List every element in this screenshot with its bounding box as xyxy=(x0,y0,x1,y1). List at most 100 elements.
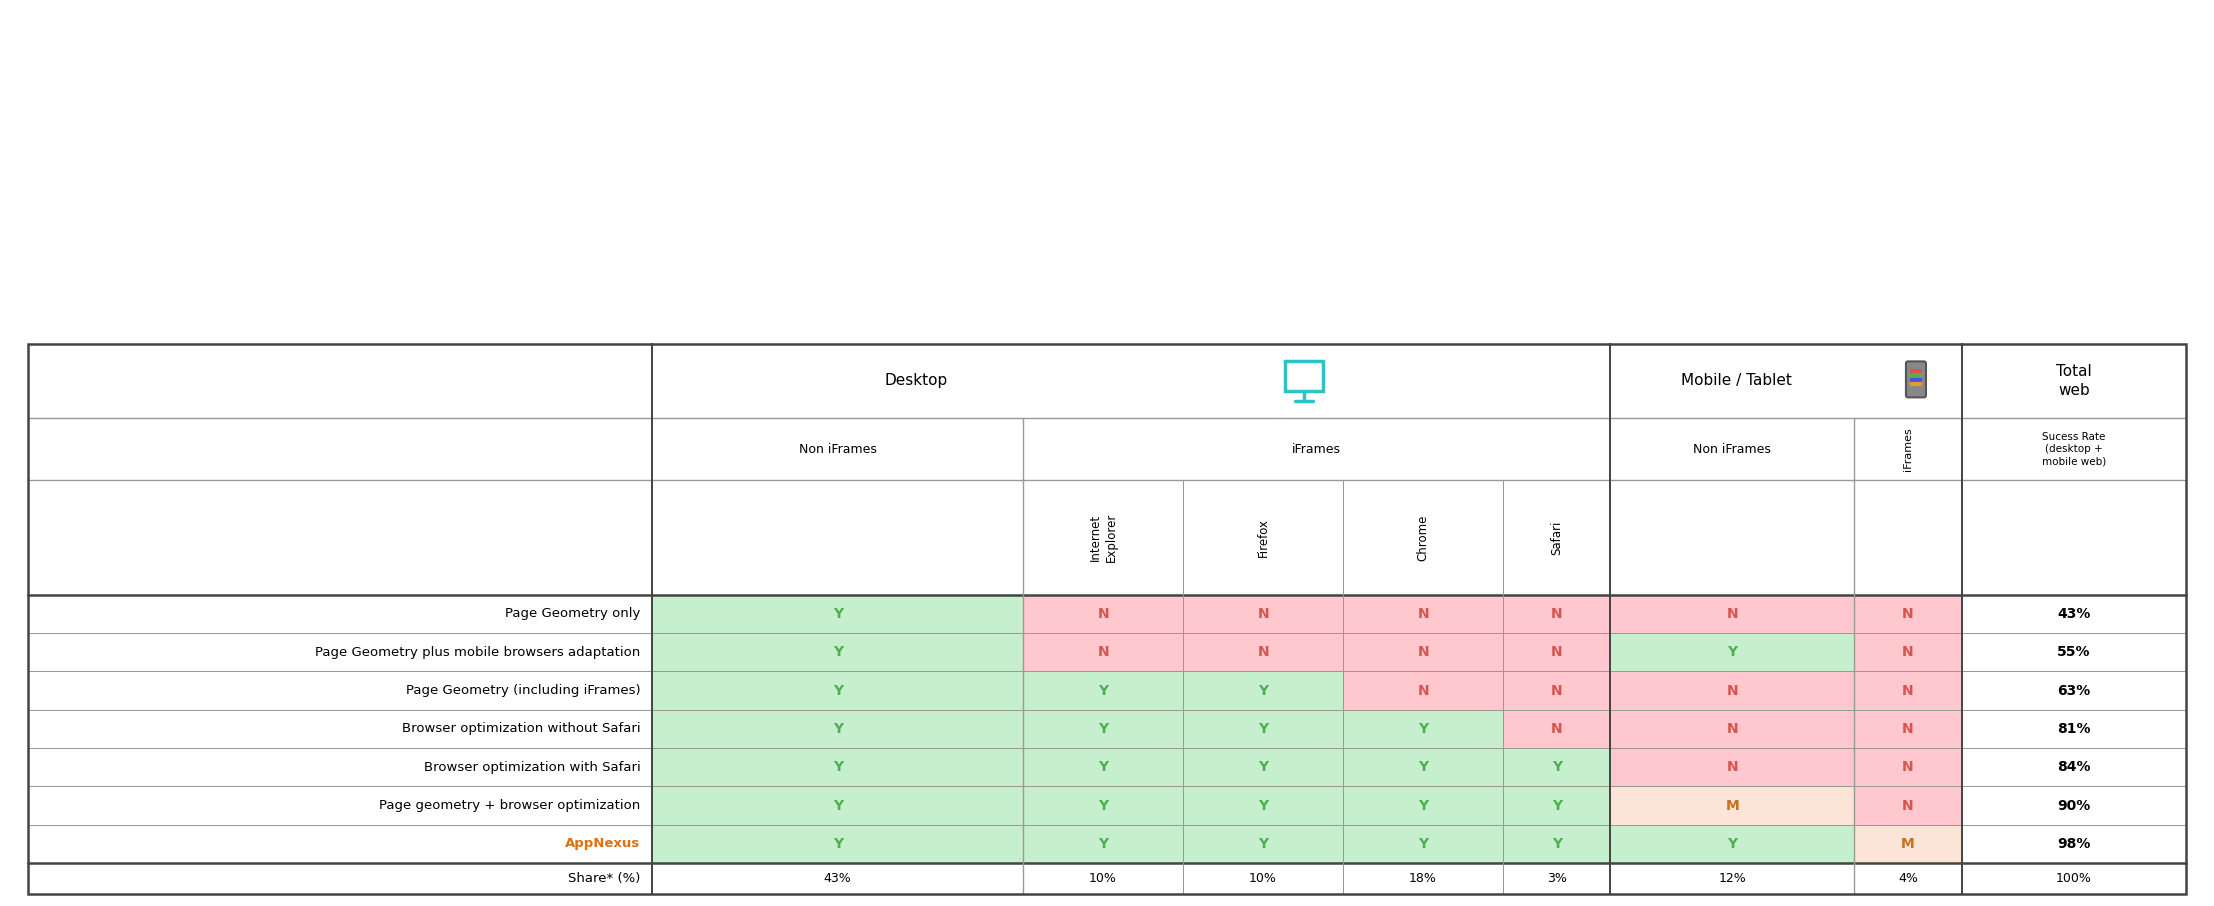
Bar xyxy=(653,863,1023,894)
Bar xyxy=(1023,863,1182,894)
Text: Desktop: Desktop xyxy=(883,373,948,389)
Text: Y: Y xyxy=(832,683,844,698)
Bar xyxy=(1503,824,1610,863)
Bar xyxy=(1962,824,2185,863)
Text: 98%: 98% xyxy=(2057,837,2090,851)
Bar xyxy=(1610,344,1962,418)
Text: Y: Y xyxy=(832,798,844,813)
Bar xyxy=(1610,786,1855,824)
Bar xyxy=(29,863,653,894)
Bar xyxy=(1855,709,1962,748)
Text: Y: Y xyxy=(1098,683,1109,698)
Text: Firefox: Firefox xyxy=(1258,518,1269,557)
Text: Y: Y xyxy=(1552,798,1561,813)
Text: Y: Y xyxy=(1552,760,1561,775)
Bar xyxy=(1503,748,1610,786)
Bar xyxy=(1503,633,1610,671)
Text: N: N xyxy=(1098,607,1109,621)
Text: Y: Y xyxy=(1417,798,1428,813)
Text: 63%: 63% xyxy=(2057,683,2090,698)
Text: iFrames: iFrames xyxy=(1904,428,1913,471)
Bar xyxy=(1855,824,1962,863)
Text: N: N xyxy=(1727,722,1738,736)
Text: N: N xyxy=(1417,683,1428,698)
Text: N: N xyxy=(1258,645,1269,660)
Bar xyxy=(29,480,653,594)
Text: Y: Y xyxy=(1258,798,1269,813)
Text: Y: Y xyxy=(1727,837,1738,851)
Text: 43%: 43% xyxy=(824,872,852,885)
Text: N: N xyxy=(1258,607,1269,621)
Bar xyxy=(29,418,653,480)
Text: AppNexus: AppNexus xyxy=(565,837,640,851)
Bar xyxy=(1962,480,2185,594)
Bar xyxy=(1344,709,1503,748)
Bar xyxy=(1182,748,1344,786)
Text: Y: Y xyxy=(1258,837,1269,851)
Text: 43%: 43% xyxy=(2057,607,2090,621)
Text: Total
web: Total web xyxy=(2057,364,2092,398)
Bar xyxy=(29,824,653,863)
Text: Y: Y xyxy=(1417,722,1428,736)
Bar xyxy=(1962,633,2185,671)
Text: Mobile / Tablet: Mobile / Tablet xyxy=(1680,373,1793,389)
Bar xyxy=(653,344,1610,418)
Bar xyxy=(653,748,1023,786)
Text: 55%: 55% xyxy=(2057,645,2090,660)
Text: N: N xyxy=(1552,683,1563,698)
Bar xyxy=(1182,633,1344,671)
Text: Share* (%): Share* (%) xyxy=(569,872,640,885)
Text: N: N xyxy=(1727,683,1738,698)
Bar xyxy=(1344,671,1503,709)
Text: Y: Y xyxy=(832,837,844,851)
Bar xyxy=(1023,786,1182,824)
Bar xyxy=(1023,748,1182,786)
Bar xyxy=(1855,594,1962,633)
FancyBboxPatch shape xyxy=(1906,361,1926,398)
Bar xyxy=(1503,863,1610,894)
Bar xyxy=(1023,418,1610,480)
Bar xyxy=(29,709,653,748)
Text: 81%: 81% xyxy=(2057,722,2090,736)
Text: Y: Y xyxy=(1727,645,1738,660)
Text: Y: Y xyxy=(1552,837,1561,851)
Bar xyxy=(1023,633,1182,671)
Text: N: N xyxy=(1902,798,1913,813)
Bar xyxy=(1855,748,1962,786)
Text: Page Geometry only: Page Geometry only xyxy=(505,607,640,621)
Text: N: N xyxy=(1727,760,1738,775)
Bar xyxy=(1962,709,2185,748)
Bar xyxy=(1610,824,1855,863)
Text: N: N xyxy=(1902,683,1913,698)
Text: Y: Y xyxy=(1098,722,1109,736)
Bar xyxy=(1344,824,1503,863)
Text: 18%: 18% xyxy=(1408,872,1437,885)
Bar xyxy=(1182,786,1344,824)
Bar xyxy=(29,633,653,671)
Bar xyxy=(1284,361,1322,391)
Bar xyxy=(1855,786,1962,824)
Text: 3%: 3% xyxy=(1548,872,1568,885)
Bar xyxy=(653,671,1023,709)
Bar xyxy=(1911,369,1922,373)
Bar xyxy=(1344,633,1503,671)
Bar xyxy=(1855,863,1962,894)
Bar xyxy=(1610,594,1855,633)
Text: Y: Y xyxy=(832,607,844,621)
Bar xyxy=(1344,480,1503,594)
Bar xyxy=(1344,748,1503,786)
Text: Internet
Explorer: Internet Explorer xyxy=(1089,513,1118,563)
Bar xyxy=(29,344,653,418)
Bar xyxy=(1962,863,2185,894)
Bar xyxy=(1610,480,1855,594)
Bar xyxy=(1503,671,1610,709)
Text: iFrames: iFrames xyxy=(1293,442,1342,456)
Bar xyxy=(653,480,1023,594)
Bar xyxy=(1023,671,1182,709)
Bar xyxy=(1182,863,1344,894)
Text: Browser optimization without Safari: Browser optimization without Safari xyxy=(401,722,640,736)
Bar xyxy=(1610,863,1855,894)
Bar xyxy=(1344,786,1503,824)
Bar xyxy=(1855,480,1962,594)
Bar xyxy=(1962,594,2185,633)
